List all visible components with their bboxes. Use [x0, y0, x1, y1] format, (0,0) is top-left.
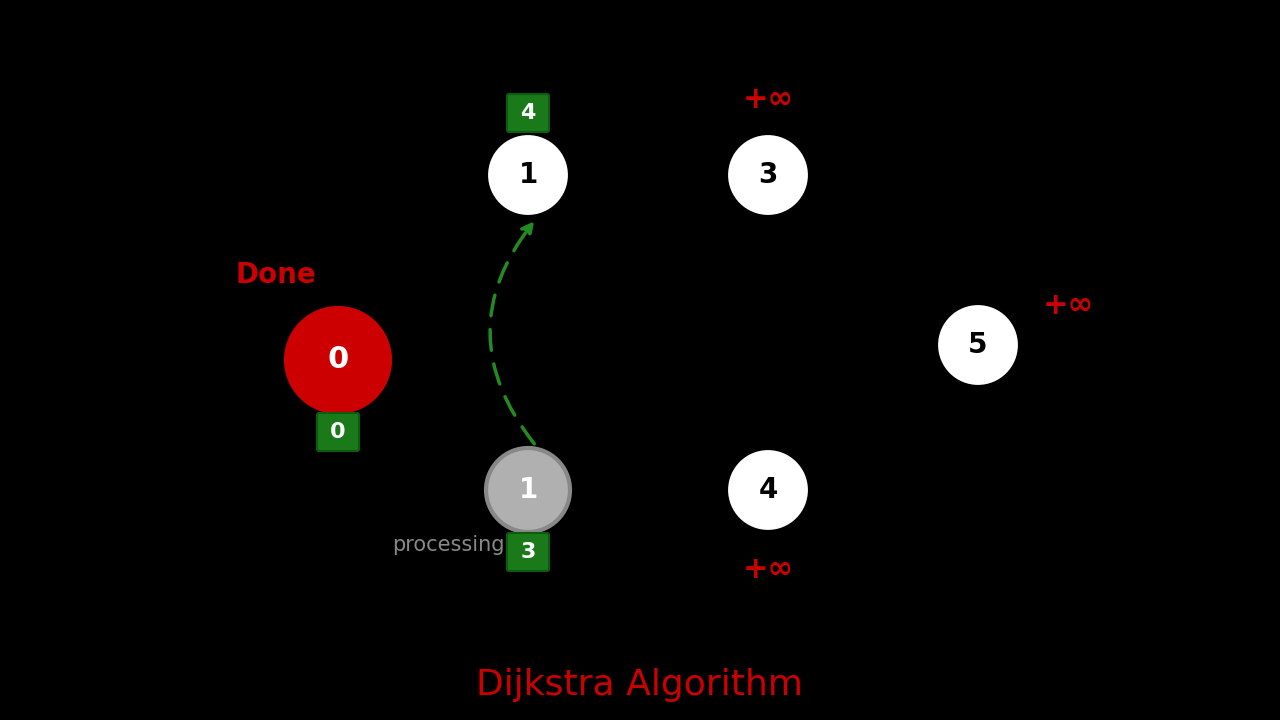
Text: 6: 6	[887, 420, 902, 444]
Text: 3: 3	[758, 161, 778, 189]
Circle shape	[936, 303, 1020, 387]
Text: processing: processing	[392, 535, 504, 555]
FancyBboxPatch shape	[507, 94, 549, 132]
Text: 1: 1	[495, 320, 511, 344]
Text: 5: 5	[968, 331, 988, 359]
Circle shape	[486, 133, 570, 217]
Circle shape	[486, 448, 570, 532]
Circle shape	[726, 448, 810, 532]
Text: 3: 3	[520, 542, 536, 562]
Circle shape	[285, 308, 390, 412]
Text: 3: 3	[640, 496, 655, 520]
Text: Done: Done	[236, 261, 316, 289]
Text: 0: 0	[330, 422, 346, 442]
Text: +∞: +∞	[1042, 290, 1093, 320]
FancyBboxPatch shape	[507, 533, 549, 571]
Text: Dijkstra Algorithm: Dijkstra Algorithm	[476, 668, 804, 702]
Text: 2: 2	[782, 320, 797, 344]
Text: 0: 0	[328, 346, 348, 374]
Text: 4: 4	[520, 103, 536, 123]
Text: 4: 4	[397, 246, 413, 269]
Circle shape	[726, 133, 810, 217]
Text: 4: 4	[658, 330, 675, 354]
Text: 1: 1	[518, 161, 538, 189]
Text: +∞: +∞	[742, 86, 794, 114]
FancyBboxPatch shape	[317, 413, 358, 451]
Text: +∞: +∞	[742, 556, 794, 585]
Text: 1: 1	[887, 234, 902, 258]
Text: 1: 1	[518, 476, 538, 504]
Text: 2: 2	[640, 145, 657, 169]
FancyArrowPatch shape	[490, 224, 534, 444]
Text: 4: 4	[758, 476, 778, 504]
Text: 3: 3	[403, 423, 419, 447]
